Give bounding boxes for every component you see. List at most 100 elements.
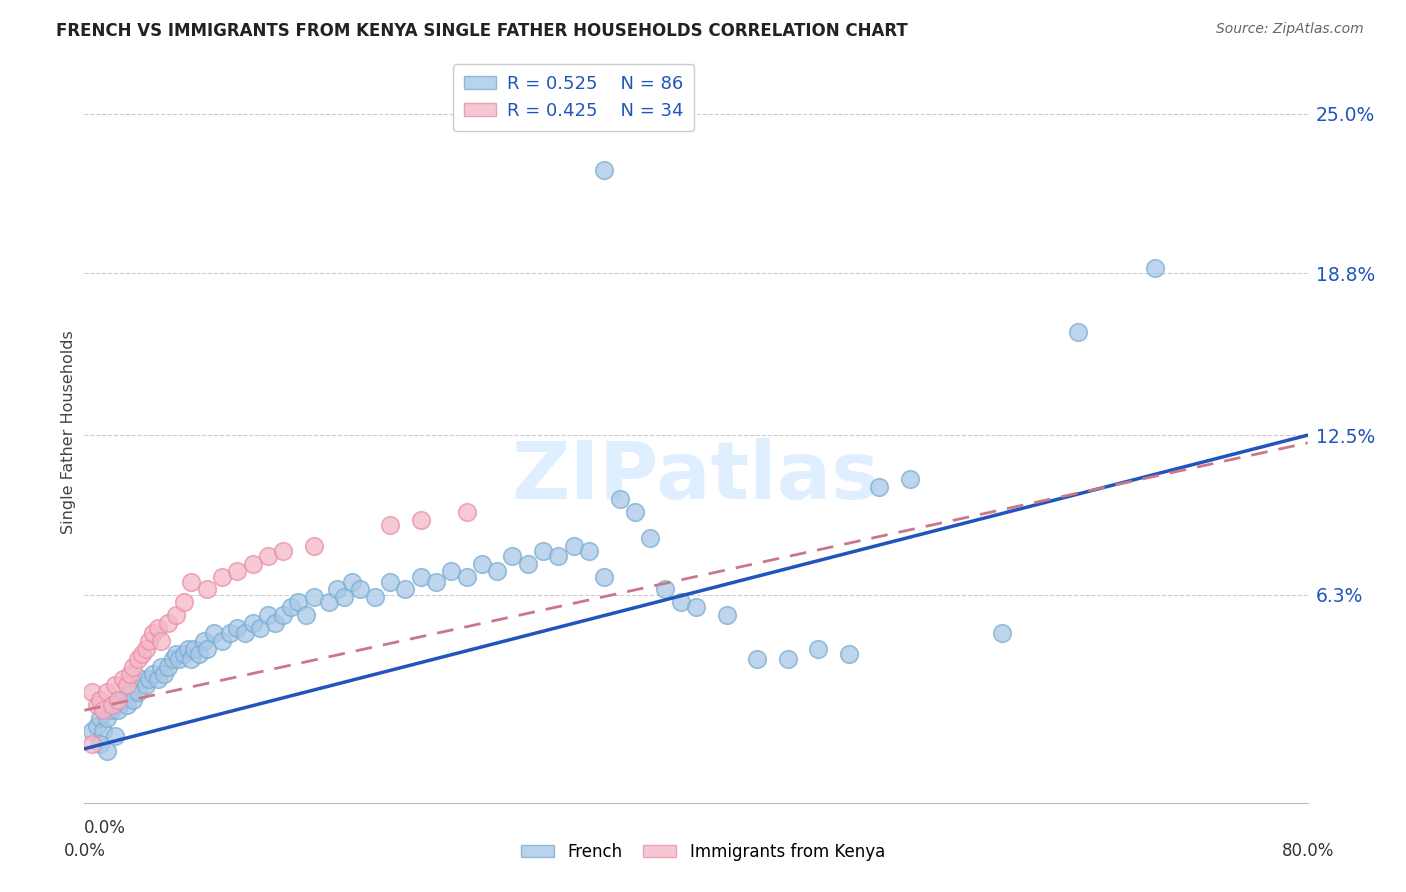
Point xyxy=(1143,261,1166,276)
Point xyxy=(218,626,240,640)
Point xyxy=(249,621,271,635)
Point xyxy=(456,505,478,519)
Point xyxy=(242,615,264,630)
Point xyxy=(180,574,202,589)
Point xyxy=(177,641,200,656)
Point xyxy=(157,659,180,673)
Point xyxy=(115,677,138,691)
Point xyxy=(456,569,478,583)
Point xyxy=(89,693,111,707)
Point xyxy=(364,590,387,604)
Point xyxy=(440,565,463,579)
Point xyxy=(593,163,616,178)
Point xyxy=(409,569,432,583)
Point xyxy=(173,595,195,609)
Point xyxy=(131,647,153,661)
Point xyxy=(146,673,169,687)
Point xyxy=(173,647,195,661)
Point xyxy=(89,737,111,751)
Point xyxy=(578,544,600,558)
Point xyxy=(838,647,860,661)
Point xyxy=(111,673,134,687)
Point xyxy=(96,744,118,758)
Point xyxy=(502,549,524,563)
Point xyxy=(654,582,676,597)
Point xyxy=(127,685,149,699)
Point xyxy=(195,641,218,656)
Point xyxy=(131,673,153,687)
Point xyxy=(165,647,187,661)
Point xyxy=(202,626,225,640)
Point xyxy=(96,711,118,725)
Text: Source: ZipAtlas.com: Source: ZipAtlas.com xyxy=(1216,22,1364,37)
Point xyxy=(165,608,187,623)
Point xyxy=(120,667,142,681)
Point xyxy=(96,685,118,699)
Point xyxy=(180,652,202,666)
Point xyxy=(226,621,249,635)
Point xyxy=(115,698,138,712)
Point xyxy=(295,608,318,623)
Y-axis label: Single Father Households: Single Father Households xyxy=(60,331,76,534)
Point xyxy=(142,626,165,640)
Point xyxy=(898,472,921,486)
Point xyxy=(122,659,145,673)
Point xyxy=(80,685,103,699)
Legend: R = 0.525    N = 86, R = 0.425    N = 34: R = 0.525 N = 86, R = 0.425 N = 34 xyxy=(453,64,695,131)
Text: 0.0%: 0.0% xyxy=(84,819,127,837)
Point xyxy=(302,590,325,604)
Point xyxy=(685,600,707,615)
Point xyxy=(135,641,157,656)
Point xyxy=(486,565,509,579)
Point xyxy=(104,677,127,691)
Text: FRENCH VS IMMIGRANTS FROM KENYA SINGLE FATHER HOUSEHOLDS CORRELATION CHART: FRENCH VS IMMIGRANTS FROM KENYA SINGLE F… xyxy=(56,22,908,40)
Point xyxy=(531,544,554,558)
Point xyxy=(193,633,215,648)
Point xyxy=(146,621,169,635)
Point xyxy=(593,569,616,583)
Point xyxy=(233,626,256,640)
Legend: French, Immigrants from Kenya: French, Immigrants from Kenya xyxy=(515,837,891,868)
Point xyxy=(318,595,340,609)
Point xyxy=(211,633,233,648)
Point xyxy=(167,652,190,666)
Point xyxy=(1067,326,1090,340)
Point xyxy=(394,582,416,597)
Point xyxy=(104,729,127,743)
Point xyxy=(153,667,176,681)
Point xyxy=(776,652,799,666)
Point xyxy=(869,480,891,494)
Point xyxy=(287,595,309,609)
Point xyxy=(138,633,160,648)
Point xyxy=(716,608,738,623)
Point xyxy=(242,557,264,571)
Point xyxy=(333,590,356,604)
Point xyxy=(107,703,129,717)
Point xyxy=(122,693,145,707)
Point xyxy=(80,723,103,738)
Point xyxy=(91,723,114,738)
Point xyxy=(86,698,108,712)
Text: 80.0%: 80.0% xyxy=(1281,842,1334,860)
Point xyxy=(89,711,111,725)
Point xyxy=(188,647,211,661)
Point xyxy=(107,693,129,707)
Point xyxy=(104,698,127,712)
Text: 0.0%: 0.0% xyxy=(63,842,105,860)
Point xyxy=(80,737,103,751)
Point xyxy=(149,633,172,648)
Point xyxy=(111,693,134,707)
Point xyxy=(380,574,402,589)
Point xyxy=(425,574,447,589)
Point xyxy=(127,652,149,666)
Point xyxy=(91,703,114,717)
Point xyxy=(302,539,325,553)
Point xyxy=(609,492,631,507)
Point xyxy=(471,557,494,571)
Point xyxy=(807,641,830,656)
Point xyxy=(271,608,294,623)
Point xyxy=(101,698,124,712)
Point xyxy=(162,652,184,666)
Point xyxy=(211,569,233,583)
Text: ZIPatlas: ZIPatlas xyxy=(512,438,880,516)
